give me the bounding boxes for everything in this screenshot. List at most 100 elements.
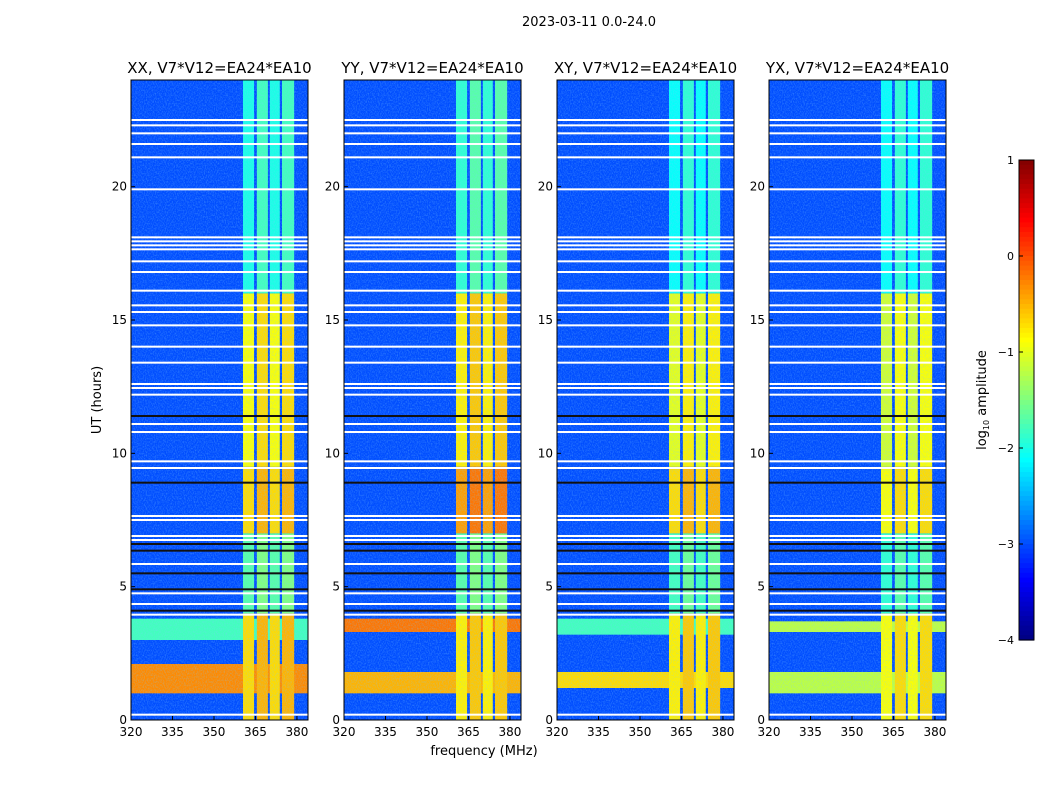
flagged-row [769, 467, 946, 469]
colorbar-segment [1019, 227, 1034, 233]
colorbar-segment [1019, 385, 1034, 391]
flagged-row [344, 236, 521, 239]
colorbar-segment [1019, 630, 1034, 636]
flagged-row [131, 423, 308, 425]
flagged-row [131, 713, 308, 716]
colorbar-segment [1019, 328, 1034, 334]
flagged-row [557, 244, 734, 247]
x-tick-label: 365 [244, 725, 267, 739]
colorbar-segment [1019, 467, 1034, 473]
colorbar-segment [1019, 419, 1034, 425]
dark-row [344, 609, 521, 612]
colorbar-segment [1019, 616, 1034, 622]
plot-frame [556, 79, 735, 721]
x-tick-label: 320 [758, 725, 781, 739]
flagged-row [557, 563, 734, 565]
colorbar-segment [1019, 265, 1034, 271]
flagged-row [557, 460, 734, 463]
flagged-row [131, 260, 308, 263]
heatmap-noise [769, 80, 946, 720]
flagged-row [557, 324, 734, 327]
flagged-row [769, 324, 946, 327]
flagged-row [131, 311, 308, 313]
flagged-row [131, 535, 308, 537]
panel-title: YX, V7*V12=EA24*EA10 [765, 59, 949, 77]
colorbar-segment [1019, 563, 1034, 569]
flagged-row [769, 240, 946, 243]
dark-row [131, 549, 308, 552]
flagged-row [344, 603, 521, 605]
flagged-row [131, 240, 308, 243]
flagged-row [769, 304, 946, 307]
colorbar-segment [1019, 520, 1034, 526]
colorbar-segment [1019, 596, 1034, 603]
flagged-row [131, 515, 308, 517]
panel-title: XY, V7*V12=EA24*EA10 [554, 59, 737, 77]
flagged-row [131, 383, 308, 385]
flagged-row [557, 393, 734, 396]
colorbar-segment [1019, 606, 1034, 612]
colorbar-segment [1019, 625, 1034, 631]
y-tick-label: 20 [750, 180, 765, 194]
colorbar-segment [1019, 601, 1034, 607]
y-tick-label: 10 [112, 446, 127, 460]
flagged-row [344, 713, 521, 716]
panel-title: XX, V7*V12=EA24*EA10 [127, 59, 311, 77]
colorbar-segment [1019, 433, 1034, 439]
x-tick-label: 380 [923, 725, 946, 739]
flagged-row [557, 304, 734, 307]
x-tick-label: 380 [498, 725, 521, 739]
flagged-row [557, 361, 734, 364]
y-tick-label: 15 [750, 313, 765, 327]
flagged-row [131, 592, 308, 595]
flagged-row [344, 132, 521, 135]
flagged-row [557, 539, 734, 541]
flagged-row [344, 431, 521, 433]
dark-row [557, 572, 734, 575]
flagged-row [769, 613, 946, 616]
colorbar-segment [1019, 246, 1034, 252]
flagged-row [557, 603, 734, 605]
flagged-row [769, 535, 946, 537]
x-tick-label: 365 [670, 725, 693, 739]
dark-row [344, 415, 521, 417]
flagged-row [557, 613, 734, 616]
colorbar-segment [1019, 203, 1034, 209]
dark-row [769, 543, 946, 545]
flagged-row [557, 124, 734, 127]
colorbar-segment [1019, 241, 1034, 247]
colorbar-segment [1019, 208, 1034, 214]
flagged-row [131, 304, 308, 307]
heatmap-noise [557, 80, 734, 720]
dark-row [344, 549, 521, 552]
flagged-row [131, 460, 308, 463]
colorbar-segment [1019, 380, 1034, 387]
colorbar-segment [1019, 260, 1034, 267]
plot-frame [130, 79, 309, 721]
x-tick-label: 350 [841, 725, 864, 739]
flagged-row [769, 244, 946, 247]
x-axis-label: frequency (MHz) [430, 744, 537, 759]
flagged-row [344, 188, 521, 191]
colorbar-segment [1019, 404, 1034, 411]
flagged-row [557, 156, 734, 159]
colorbar-segment [1019, 500, 1034, 507]
flagged-row [131, 188, 308, 191]
colorbar-segment [1019, 299, 1034, 305]
x-tick-label: 335 [161, 725, 184, 739]
colorbar-segment [1019, 529, 1034, 535]
flagged-row [557, 431, 734, 433]
y-tick-label: 0 [757, 713, 765, 727]
flagged-row [344, 563, 521, 565]
x-tick-label: 350 [416, 725, 439, 739]
colorbar-segment [1019, 352, 1034, 358]
colorbar-segment [1019, 568, 1034, 574]
flagged-row [131, 519, 308, 521]
flagged-row [557, 345, 734, 348]
dark-row [769, 415, 946, 417]
flagged-row [769, 361, 946, 364]
flagged-row [557, 311, 734, 313]
flagged-row [131, 119, 308, 121]
colorbar-segment [1019, 188, 1034, 195]
flagged-row [131, 467, 308, 469]
